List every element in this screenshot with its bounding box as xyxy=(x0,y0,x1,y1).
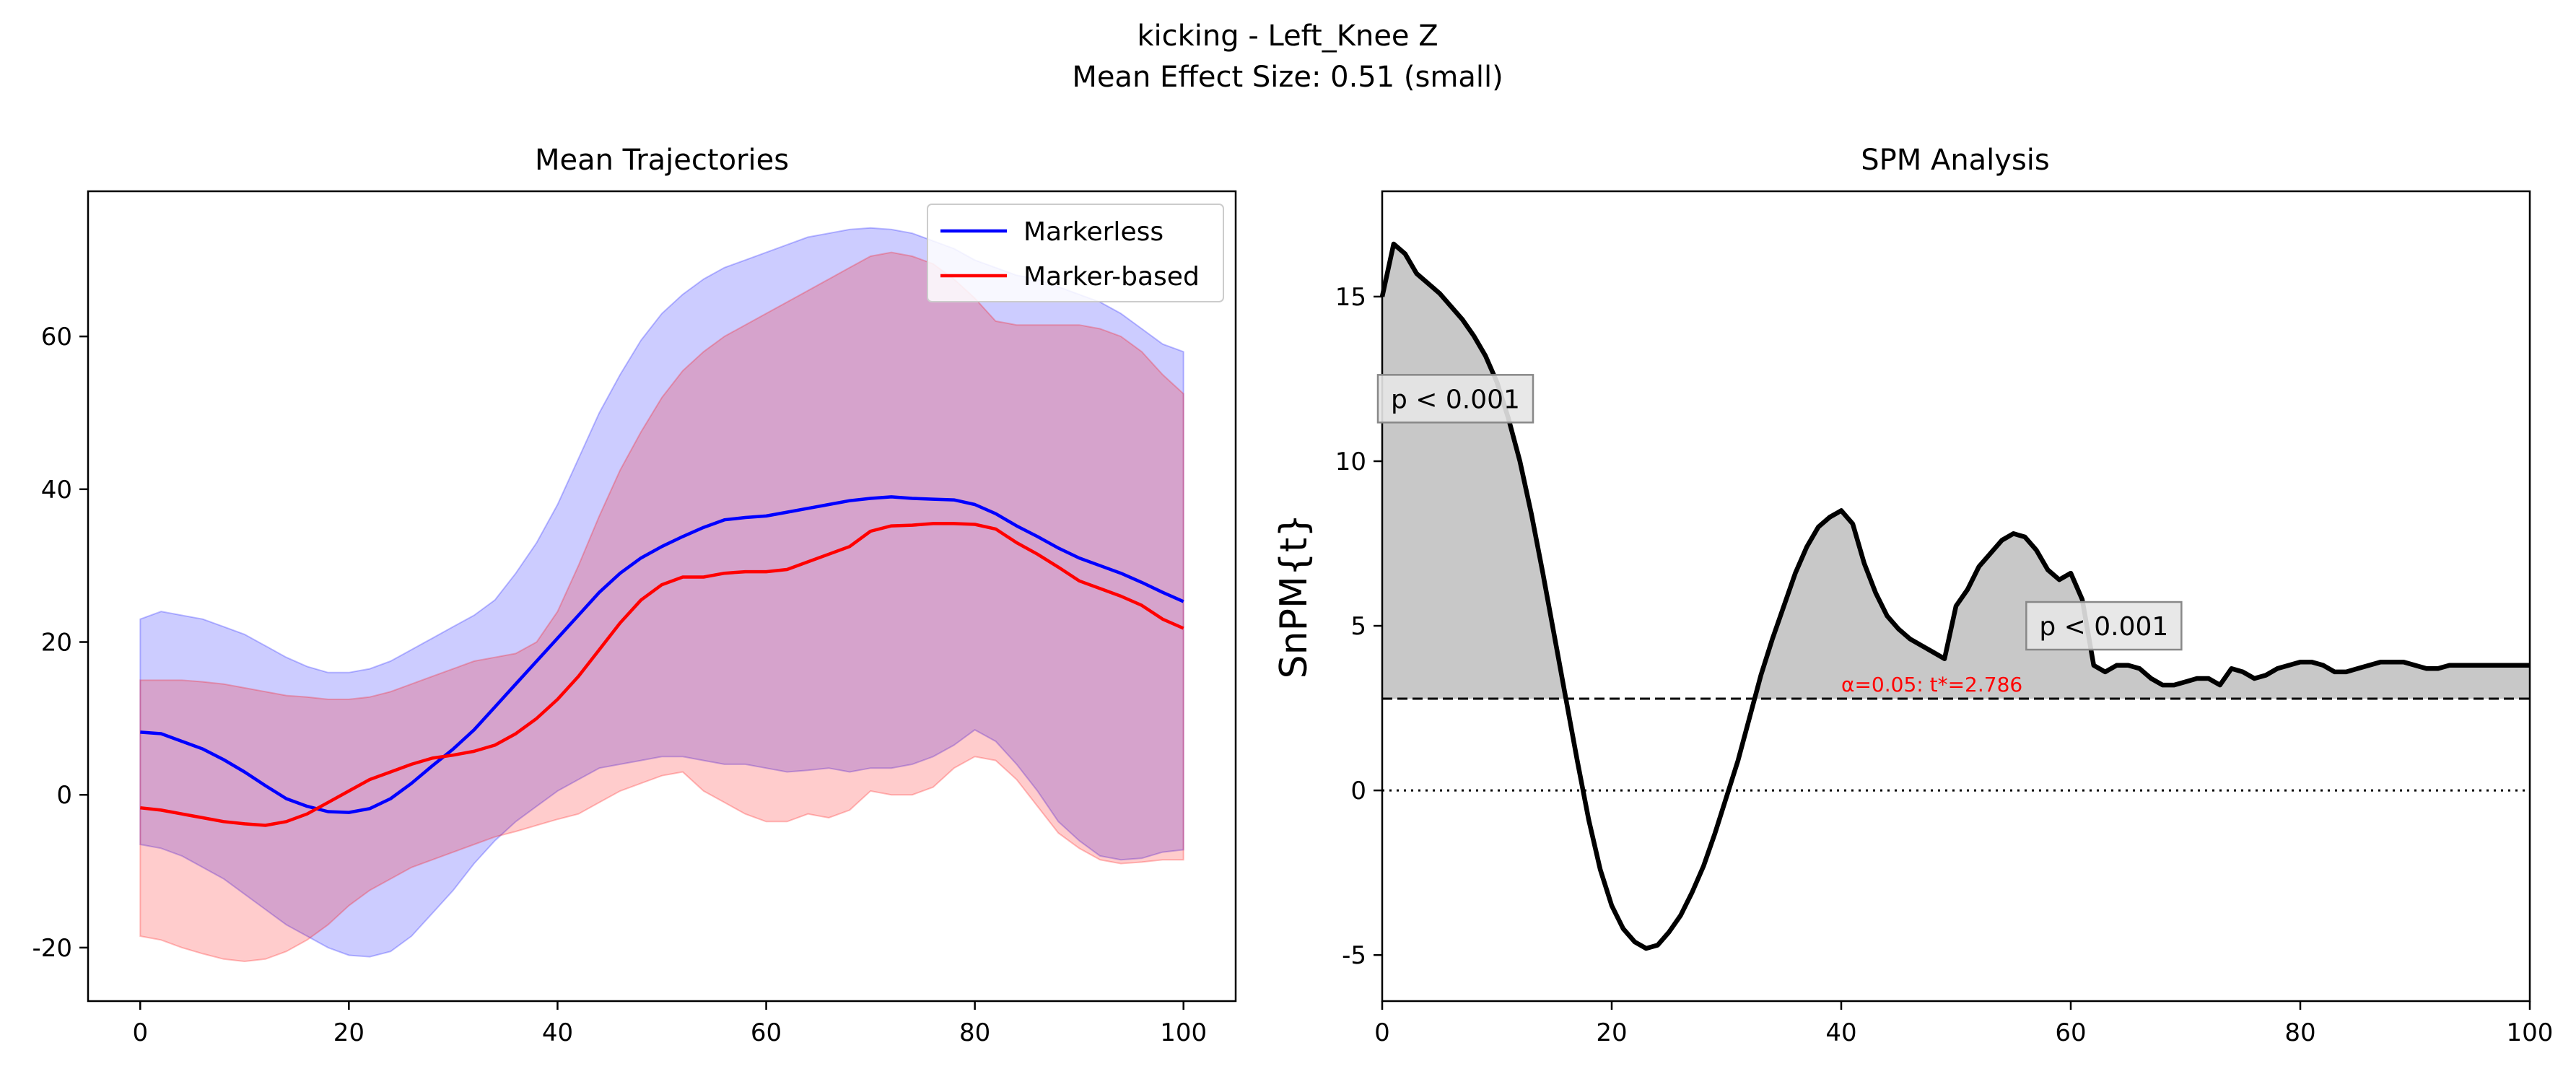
left-ytick-label: 40 xyxy=(41,476,72,505)
p-value-label-1: p < 0.001 xyxy=(1391,385,1520,414)
left-xtick-label: 60 xyxy=(751,1018,782,1047)
left-ytick-label: 20 xyxy=(41,629,72,658)
right-xtick-label: 60 xyxy=(2055,1018,2086,1047)
left-xtick-label: 80 xyxy=(959,1018,990,1047)
right-plot-area xyxy=(1382,244,2530,948)
right-ytick-label: 15 xyxy=(1335,283,1366,312)
mean-trajectories-panel: Mean Trajectories 0 20 40 60 80 100 -20 0 20 40 60… xyxy=(32,144,1236,1047)
right-axes-frame xyxy=(1382,191,2530,1001)
right-xtick-label: 100 xyxy=(2507,1018,2554,1047)
figure-title-line2: Mean Effect Size: 0.51 (small) xyxy=(1072,61,1503,94)
left-axes-title: Mean Trajectories xyxy=(535,144,789,177)
cluster-shade-1 xyxy=(1382,244,1566,699)
right-y-axis-label: SnPM{t} xyxy=(1272,514,1316,679)
legend: Markerless Marker-based xyxy=(927,204,1223,302)
right-ytick-label: 5 xyxy=(1350,612,1366,641)
right-ytick-label: 0 xyxy=(1350,777,1366,806)
left-xtick-label: 40 xyxy=(542,1018,573,1047)
p-value-label-2: p < 0.001 xyxy=(2039,612,2168,642)
legend-label-markerless: Markerless xyxy=(1023,217,1163,247)
left-ytick-label: 0 xyxy=(56,781,72,810)
right-ytick-label: 10 xyxy=(1335,448,1366,476)
left-ytick-label: 60 xyxy=(41,323,72,352)
right-axes-title: SPM Analysis xyxy=(1861,144,2050,177)
left-xtick-label: 0 xyxy=(132,1018,148,1047)
figure-title-line1: kicking - Left_Knee Z xyxy=(1137,19,1438,53)
right-xtick-label: 80 xyxy=(2284,1018,2315,1047)
right-xtick-label: 20 xyxy=(1596,1018,1627,1047)
right-xtick-label: 40 xyxy=(1825,1018,1856,1047)
left-plot-area xyxy=(140,228,1183,961)
threshold-label: α=0.05: t*=2.786 xyxy=(1841,673,2022,697)
right-xtick-label: 0 xyxy=(1374,1018,1390,1047)
spm-analysis-panel: SPM Analysis SnPM{t} 0 20 40 60 80 100 -5 0 5 10 1… xyxy=(1272,144,2553,1047)
left-xtick-label: 20 xyxy=(333,1018,364,1047)
left-ytick-label: -20 xyxy=(32,934,72,963)
spm-curve xyxy=(1382,244,2530,948)
left-xtick-label: 100 xyxy=(1160,1018,1207,1047)
right-ytick-label: -5 xyxy=(1342,941,1366,970)
legend-label-marker-based: Marker-based xyxy=(1023,262,1200,292)
